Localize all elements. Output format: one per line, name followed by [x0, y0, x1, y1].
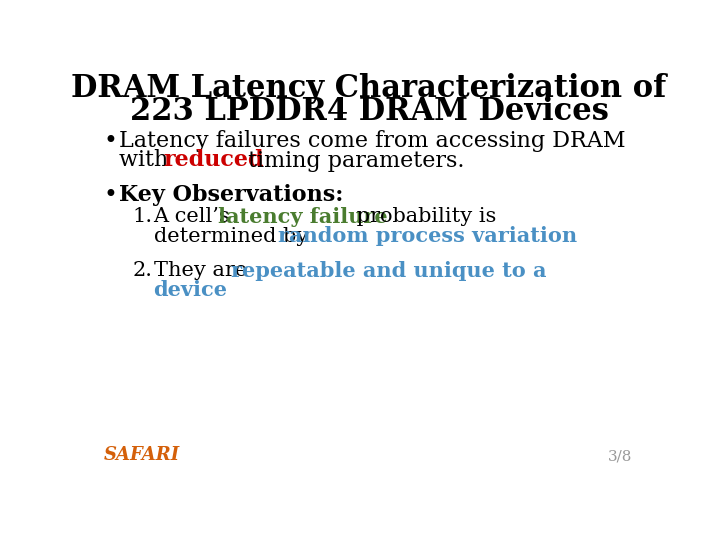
Text: Key Observations:: Key Observations:: [120, 184, 344, 206]
Text: 1.: 1.: [132, 207, 153, 226]
Text: 2.: 2.: [132, 261, 153, 280]
Text: device: device: [153, 280, 228, 300]
Text: timing parameters.: timing parameters.: [241, 150, 464, 172]
Text: repeatable and unique to a: repeatable and unique to a: [231, 261, 546, 281]
Text: reduced: reduced: [163, 150, 264, 172]
Text: •: •: [104, 184, 118, 207]
Text: A cell’s: A cell’s: [153, 207, 237, 226]
Text: with: with: [120, 150, 176, 172]
Text: probability is: probability is: [349, 207, 496, 226]
Text: SAFARI: SAFARI: [104, 446, 180, 464]
Text: determined by: determined by: [153, 226, 315, 246]
Text: 3/8: 3/8: [608, 450, 632, 464]
Text: They are: They are: [153, 261, 253, 280]
Text: random process variation: random process variation: [278, 226, 577, 246]
Text: latency failure: latency failure: [218, 207, 387, 227]
Text: •: •: [104, 130, 118, 153]
Text: Latency failures come from accessing DRAM: Latency failures come from accessing DRA…: [120, 130, 626, 152]
Text: DRAM Latency Characterization of: DRAM Latency Characterization of: [71, 72, 667, 104]
Text: 223 LPDDR4 DRAM Devices: 223 LPDDR4 DRAM Devices: [130, 96, 608, 126]
